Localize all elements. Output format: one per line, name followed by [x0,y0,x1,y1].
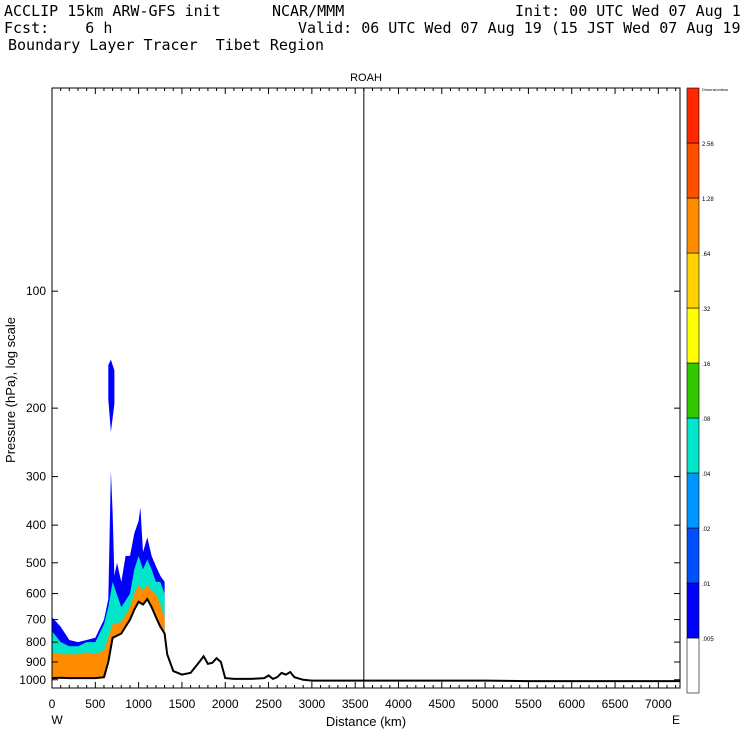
y-tick-label: 300 [26,470,46,484]
colorbar-swatch [686,362,700,419]
x-tick-label: 4000 [385,697,412,711]
header-forecast: Fcst: 6 h [4,19,113,37]
header-valid: Valid: 06 UTC Wed 07 Aug 19 (15 JST Wed … [298,19,740,37]
colorbar-label: .64 [702,252,711,258]
x-tick-label: 4500 [428,697,455,711]
colorbar-label: .02 [702,527,711,533]
y-axis-label: Pressure (hPa), log scale [3,317,18,463]
y-tick-label: 600 [26,587,46,601]
colorbar-swatch [686,417,700,474]
tracer-area [52,555,165,679]
colorbar-label: .32 [702,307,711,313]
colorbar-label: .04 [702,472,711,478]
y-tick-label: 500 [26,556,46,570]
colorbar-label: .01 [702,582,711,588]
colorbar-swatch [686,582,700,639]
east-label: E [672,713,680,727]
y-tick-label: 900 [26,655,46,669]
colorbar-swatch [686,472,700,529]
colorbar-swatch [686,527,700,584]
x-tick-label: 2000 [212,697,239,711]
x-tick-label: 500 [85,697,105,711]
x-tick-label: 2500 [255,697,282,711]
y-tick-label: 200 [26,401,46,415]
x-tick-label: 6000 [558,697,585,711]
x-axis-label: Distance (km) [326,714,406,729]
colorbar-swatch [686,197,700,254]
colorbar-label: .16 [702,362,711,368]
colorbar-swatch [686,252,700,309]
colorbar-label: 1.28 [702,197,714,203]
colorbar-swatch [686,142,700,199]
x-tick-label: 5000 [472,697,499,711]
colorbar-label: .08 [702,417,711,423]
colorbar: .005 .01 .02 .04 .08 .16 .32 .64 1.28 2.56 Dimensi… [686,87,728,694]
header-init: Init: 00 UTC Wed 07 Aug 19 [515,2,740,20]
colorbar-units: Dimensionless [702,87,728,92]
y-tick-label: 100 [26,284,46,298]
colorbar-label: .005 [702,637,714,643]
west-label: W [51,713,63,727]
x-tick-label: 6500 [602,697,629,711]
y-tick-label: 400 [26,518,46,532]
colorbar-label: 2.56 [702,142,714,148]
header-model: ACCLIP 15km ARW-GFS init [4,2,221,20]
y-tick-label: 1000 [19,673,46,687]
tracer-area [52,584,165,679]
y-tick-label: 700 [26,613,46,627]
x-tick-label: 3000 [299,697,326,711]
panel-label: ROAH [350,72,382,84]
colorbar-swatch [686,87,700,144]
x-tick-label: 1000 [125,697,152,711]
x-tick-label: 0 [49,697,56,711]
x-tick-label: 7000 [645,697,672,711]
x-tick-label: 5500 [515,697,542,711]
tracer-area [108,359,115,432]
colorbar-swatch [686,307,700,364]
x-tick-label: 1500 [169,697,196,711]
colorbar-swatch [686,637,700,694]
x-tick-label: 3500 [342,697,369,711]
plot-frame [51,87,681,689]
y-tick-label: 800 [26,635,46,649]
terrain-line [51,597,680,683]
header-org: NCAR/MMM [272,2,345,20]
header-product: Boundary Layer Tracer Tibet Region [8,36,325,54]
